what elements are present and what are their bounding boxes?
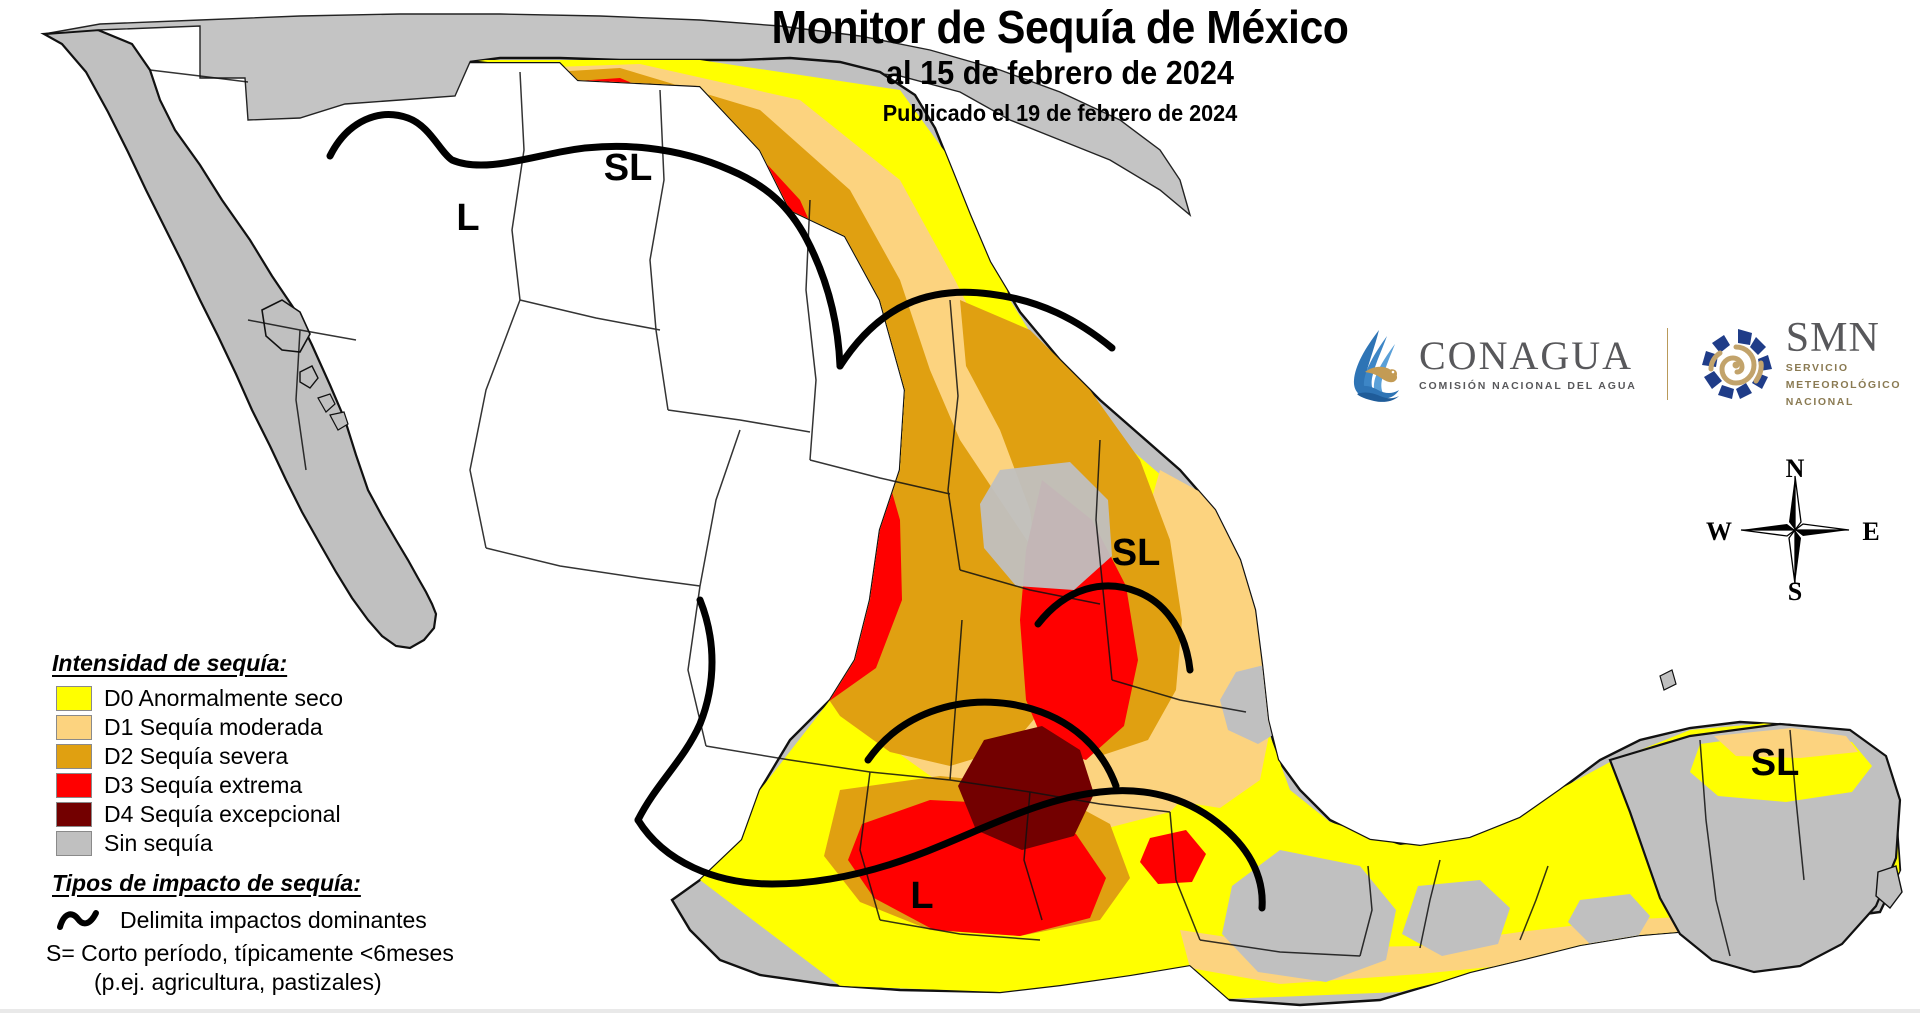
- smn-tagline-line2: METEOROLÓGICO: [1785, 379, 1902, 391]
- swatch-no-drought: [56, 831, 92, 856]
- legend-label-d2: D2 Sequía severa: [104, 743, 289, 769]
- map-legend: Intensidad de sequía: D0 Anormalmente se…: [38, 650, 468, 997]
- compass-rose-icon: N S W E: [1706, 455, 1880, 605]
- legend-label-no-drought: Sin sequía: [104, 830, 213, 856]
- legend-note-examples: (p.ej. agricultura, pastizales): [94, 969, 382, 995]
- legend-impact-row: Delimita impactos dominantes: [56, 901, 468, 939]
- legend-item-d3: D3 Sequía extrema: [56, 771, 468, 800]
- squiggle-line-icon: [57, 910, 99, 930]
- smn-logo: SMN SERVICIO METEOROLÓGICO NACIONAL: [1698, 315, 1902, 409]
- legend-label-d3: D3 Sequía extrema: [104, 772, 303, 798]
- legend-item-d1: D1 Sequía moderada: [56, 713, 468, 742]
- map-label-sl-yucatan: SL: [1751, 742, 1800, 784]
- swatch-d3: [56, 773, 92, 798]
- swatch-d0: [56, 686, 92, 711]
- swatch-d2: [56, 744, 92, 769]
- legend-item-no-drought: Sin sequía: [56, 829, 468, 858]
- conagua-logo: CONAGUA COMISIÓN NACIONAL DEL AGUA: [1345, 326, 1637, 402]
- compass-label-south: S: [1788, 577, 1802, 605]
- logo-divider: [1666, 327, 1668, 400]
- conagua-water-eagle-icon: [1353, 329, 1399, 402]
- compass-rose: N S W E: [1705, 455, 1885, 605]
- legend-impact-label: Delimita impactos dominantes: [120, 906, 427, 933]
- conagua-name: CONAGUA: [1419, 333, 1633, 378]
- legend-label-d1: D1 Sequía moderada: [104, 714, 323, 740]
- swatch-d1: [56, 715, 92, 740]
- legend-intensity-rows: D0 Anormalmente seco D1 Sequía moderada …: [56, 684, 468, 858]
- impact-delimiter-lines: [326, 111, 1266, 912]
- legend-note-short-period: S= Corto período, típicamente <6meses: [46, 940, 454, 966]
- legend-item-d0: D0 Anormalmente seco: [56, 684, 468, 713]
- smn-spiral-icon: [1701, 328, 1772, 399]
- map-label-l-sonora: L: [456, 197, 479, 239]
- map-label-l-bajio: L: [910, 875, 933, 917]
- smn-wordmark: SMN SERVICIO METEOROLÓGICO NACIONAL: [1785, 315, 1902, 409]
- agency-logos: CONAGUA COMISIÓN NACIONAL DEL AGUA: [1345, 315, 1902, 409]
- legend-label-d0: D0 Anormalmente seco: [104, 685, 344, 711]
- legend-impact-heading: Tipos de impacto de sequía:: [52, 870, 361, 896]
- map-impact-labels: SL L SL SL L: [456, 147, 1799, 917]
- smn-name: SMN: [1785, 315, 1880, 361]
- legend-item-d4: D4 Sequía excepcional: [56, 800, 468, 829]
- compass-label-east: E: [1862, 517, 1879, 546]
- legend-intensity-heading: Intensidad de sequía:: [52, 650, 288, 676]
- smn-tagline-line1: SERVICIO: [1785, 362, 1849, 374]
- yucatan-region: [1608, 669, 1903, 974]
- swatch-d4: [56, 802, 92, 827]
- legend-item-d2: D2 Sequía severa: [56, 742, 468, 771]
- compass-label-west: W: [1706, 517, 1732, 546]
- conagua-wordmark: CONAGUA COMISIÓN NACIONAL DEL AGUA: [1419, 333, 1637, 393]
- map-label-sl-tamaulipas: SL: [1112, 532, 1161, 574]
- compass-label-north: N: [1786, 455, 1805, 483]
- legend-label-d4: D4 Sequía excepcional: [104, 801, 341, 827]
- conagua-tagline: COMISIÓN NACIONAL DEL AGUA: [1419, 380, 1637, 392]
- smn-tagline-line3: NACIONAL: [1785, 396, 1855, 408]
- map-label-sl-chihuahua: SL: [604, 147, 653, 189]
